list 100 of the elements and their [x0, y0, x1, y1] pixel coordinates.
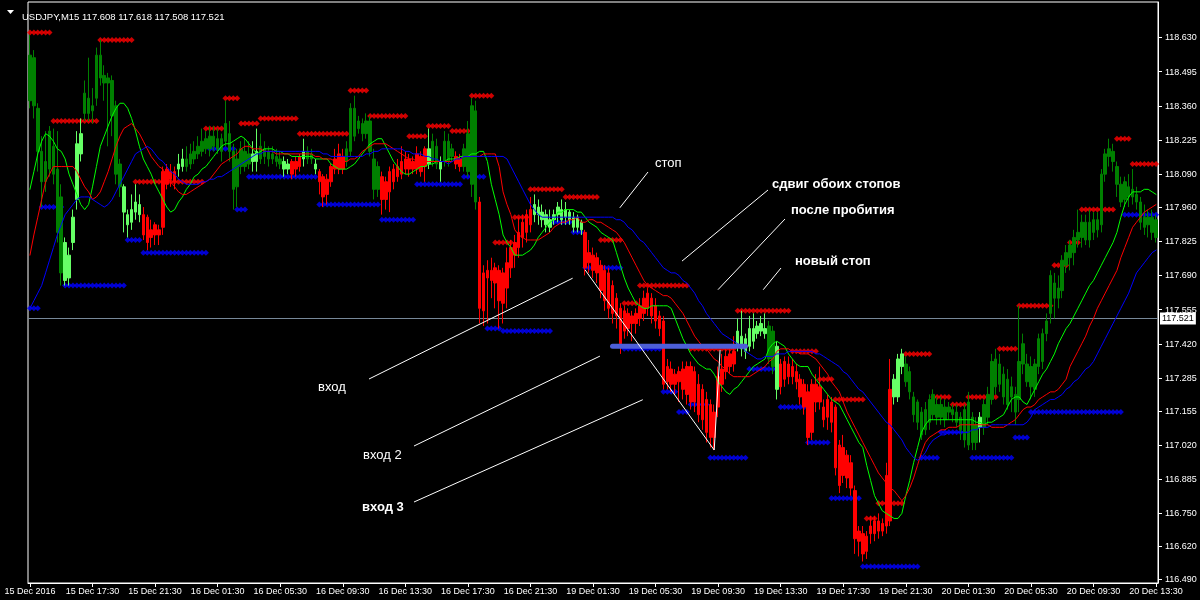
candlestick	[1154, 214, 1158, 243]
x-tick-label: 16 Dec 09:30	[315, 585, 370, 596]
y-tick-label: 117.960	[1165, 202, 1197, 213]
annotation: вход	[318, 379, 347, 394]
candlestick	[486, 259, 489, 325]
x-tick-label: 19 Dec 21:30	[879, 585, 933, 596]
candlestick	[1127, 173, 1130, 208]
x-tick-label: 15 Dec 21:30	[128, 585, 182, 596]
x-tick-label: 20 Dec 09:30	[1066, 585, 1121, 596]
candlestick	[404, 150, 407, 175]
candlestick	[1080, 214, 1084, 249]
line-series	[29, 145, 1157, 461]
candlestick	[626, 307, 630, 337]
annotation: вход 2	[363, 447, 402, 462]
candlestick	[177, 153, 180, 178]
x-tick-label: 19 Dec 01:30	[566, 585, 620, 596]
candlestick	[192, 140, 196, 165]
candlestick	[537, 198, 540, 226]
y-tick-label: 118.630	[1165, 32, 1197, 43]
y-tick-label: 117.825	[1165, 236, 1197, 247]
y-tick-label: 116.750	[1165, 508, 1197, 519]
candlestick	[826, 393, 829, 431]
x-tick-label: 20 Dec 05:30	[1004, 585, 1058, 596]
candlestick	[1131, 168, 1134, 206]
candlestick	[200, 128, 204, 157]
y-tick-label: 117.285	[1165, 372, 1197, 383]
ref-line-label: 117.521	[1162, 313, 1194, 324]
candlestick	[478, 196, 481, 325]
y-tick-label: 117.155	[1165, 405, 1197, 416]
annotation: сдвиг обоих стопов	[772, 176, 901, 191]
candlestick	[974, 416, 978, 451]
annotation: вход 3	[362, 499, 404, 514]
text: USDJPY,M15 117.608 117.618 117.508 117.521	[22, 10, 225, 22]
candlestick	[419, 150, 423, 178]
x-tick-label: 19 Dec 05:30	[628, 585, 683, 596]
y-tick-label: 116.620	[1165, 541, 1197, 552]
annotation: новый стоп	[795, 253, 871, 268]
candlestick	[267, 145, 270, 168]
candlestick	[388, 166, 391, 213]
candlestick	[361, 117, 364, 142]
candlestick	[1084, 214, 1087, 246]
x-tick-label: 20 Dec 13:30	[1129, 585, 1183, 596]
candlestick	[149, 219, 153, 249]
candlestick	[189, 143, 192, 170]
x-tick-label: 15 Dec 17:30	[65, 585, 120, 596]
candlestick	[181, 148, 184, 173]
candlestick	[380, 171, 384, 216]
y-tick-label: 118.090	[1165, 169, 1197, 180]
x-tick-label: 16 Dec 13:30	[378, 585, 433, 596]
candlestick	[337, 143, 341, 175]
candlestick	[642, 290, 646, 322]
candlestick	[865, 530, 868, 560]
candlestick	[185, 145, 188, 173]
candlestick	[153, 221, 157, 246]
candlestick	[243, 138, 247, 173]
candlestick	[630, 310, 634, 342]
candlestick	[791, 358, 794, 385]
y-tick-label: 118.225	[1165, 134, 1197, 145]
candlestick	[650, 292, 653, 325]
x-tick-label: 16 Dec 17:30	[441, 585, 495, 596]
annotation: после пробития	[791, 202, 895, 217]
candlestick	[458, 153, 462, 173]
candlestick	[271, 145, 274, 165]
candlestick	[939, 396, 943, 426]
candlestick	[71, 209, 75, 251]
candlestick	[759, 315, 763, 337]
candlestick	[861, 525, 865, 562]
candlestick	[896, 353, 900, 403]
x-tick-label: 19 Dec 13:30	[753, 585, 808, 596]
candlestick	[407, 153, 411, 178]
x-tick-label: 16 Dec 01:30	[190, 585, 245, 596]
y-tick-label: 116.490	[1165, 574, 1197, 585]
y-tick-label: 117.420	[1165, 338, 1197, 349]
candlestick	[544, 209, 548, 233]
candlestick	[443, 130, 446, 168]
y-tick-label: 117.690	[1165, 270, 1197, 281]
candlestick	[255, 128, 258, 173]
x-tick-label: 16 Dec 21:30	[503, 585, 558, 596]
y-tick-label: 118.495	[1165, 66, 1197, 77]
candlestick	[685, 360, 689, 406]
candlestick	[278, 150, 282, 170]
candlestick	[928, 393, 931, 431]
x-tick-label: 16 Dec 05:30	[253, 585, 307, 596]
x-tick-label: 20 Dec 01:30	[941, 585, 996, 596]
candlestick	[298, 153, 301, 173]
candlestick	[779, 358, 782, 395]
y-tick-label: 117.555	[1165, 304, 1197, 315]
candlestick	[533, 193, 536, 223]
x-tick-label: 15 Dec 2016	[4, 585, 56, 596]
y-tick-label: 116.885	[1165, 474, 1197, 485]
x-tick-label: 19 Dec 09:30	[691, 585, 745, 596]
annotation: стоп	[655, 155, 682, 170]
candlestick	[400, 145, 403, 180]
x-tick-label: 19 Dec 17:30	[816, 585, 871, 596]
candlestick	[1006, 368, 1009, 411]
y-tick-label: 117.020	[1165, 440, 1197, 451]
candlestick	[122, 183, 126, 233]
y-tick-label: 118.360	[1165, 100, 1197, 111]
candlestick	[275, 148, 278, 168]
candlestick	[1088, 209, 1091, 249]
